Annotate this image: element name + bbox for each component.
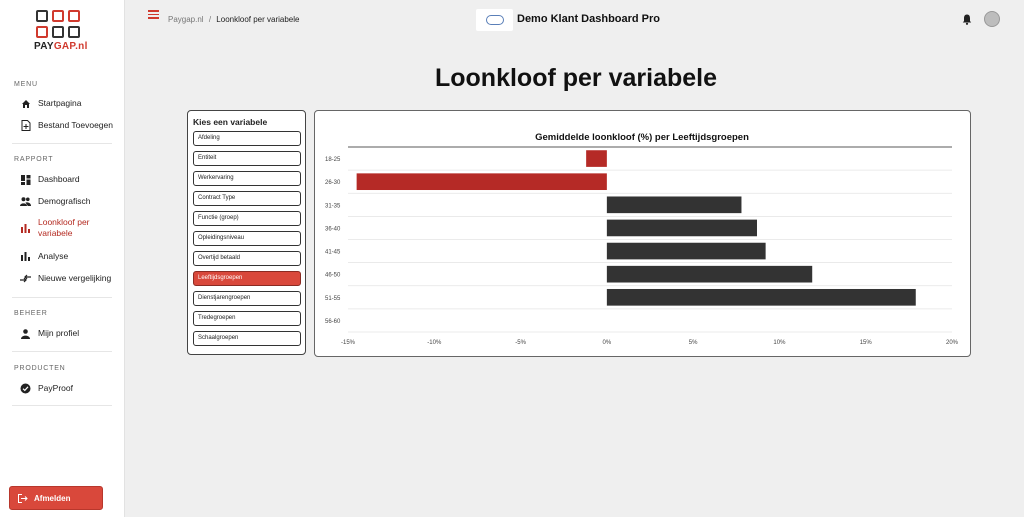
breadcrumb-current: Loonkloof per variabele (216, 15, 300, 24)
sidebar-item-analyse[interactable]: Analyse (20, 251, 120, 262)
logout-button[interactable]: Afmelden (9, 486, 103, 510)
sidebar-item-label: Analyse (38, 251, 69, 261)
file-add-icon (20, 120, 31, 131)
sidebar-item-bestand[interactable]: Bestand Toevoegen (20, 120, 120, 131)
dashboard-icon (20, 174, 31, 185)
sidebar-item-startpagina[interactable]: Startpagina (20, 98, 120, 109)
bar-51-55 (606, 288, 916, 306)
bar-41-45 (606, 242, 766, 260)
compare-arrows-icon (20, 273, 31, 284)
bar-chart-icon (20, 251, 31, 262)
home-icon (20, 98, 31, 109)
x-tick-label: 10% (773, 340, 786, 346)
divider (12, 405, 112, 406)
bar-18-25 (586, 150, 607, 167)
x-tick-label: -5% (515, 340, 526, 346)
variable-option[interactable]: Contract Type (193, 191, 301, 206)
sidebar-item-label: Demografisch (38, 196, 91, 206)
breadcrumb-root[interactable]: Paygap.nl (168, 15, 204, 24)
variable-option[interactable]: Entiteit (193, 151, 301, 166)
variable-option[interactable]: Opleidingsniveau (193, 231, 301, 246)
variable-option[interactable]: Werkervaring (193, 171, 301, 186)
variable-option[interactable]: Tredegroepen (193, 311, 301, 326)
page-title: Loonkloof per variabele (434, 64, 717, 92)
y-tick-label: 41-45 (325, 250, 341, 256)
sidebar-item-label: Nieuwe vergelijking (38, 273, 112, 283)
y-tick-label: 46-50 (325, 273, 341, 279)
sidebar-item-demografisch[interactable]: Demografisch (20, 196, 120, 207)
verified-badge-icon (20, 383, 31, 394)
sidebar-item-vergelijking[interactable]: Nieuwe vergelijking (20, 273, 120, 284)
menu-toggle-icon[interactable] (148, 10, 159, 19)
variable-option[interactable]: Leeftijdsgroepen (193, 271, 301, 286)
section-menu: MENU (14, 81, 38, 88)
logo-text: PAYGAP.nl (34, 41, 88, 52)
sidebar-item-loonkloof[interactable]: Loonkloof per variabele (20, 217, 120, 239)
chart-title: Gemiddelde loonkloof (%) per Leeftijdsgr… (535, 132, 749, 143)
sidebar-item-label: Dashboard (38, 174, 80, 184)
x-tick-label: 20% (946, 340, 959, 346)
paygap-logo[interactable]: PAYGAP.nl (34, 10, 94, 52)
client-logo (476, 9, 513, 31)
logout-icon (18, 493, 28, 503)
y-tick-label: 18-25 (325, 157, 341, 163)
sidebar-item-label: Bestand Toevoegen (38, 120, 113, 130)
sidebar-item-label: Startpagina (38, 98, 82, 108)
sidebar-item-dashboard[interactable]: Dashboard (20, 174, 120, 185)
chart-card: Gemiddelde loonkloof (%) per Leeftijdsgr… (314, 110, 971, 357)
y-tick-label: 51-55 (325, 296, 341, 302)
bar-46-50 (606, 265, 813, 283)
divider (12, 297, 112, 298)
variable-option[interactable]: Functie (groep) (193, 211, 301, 226)
variable-option[interactable]: Schaalgroepen (193, 331, 301, 346)
sidebar-item-profiel[interactable]: Mijn profiel (20, 328, 120, 339)
app-title: Demo Klant Dashboard Pro (517, 13, 661, 25)
x-tick-label: 15% (860, 340, 873, 346)
y-tick-label: 36-40 (325, 226, 341, 232)
bell-icon[interactable] (962, 12, 972, 25)
x-tick-label: 5% (689, 340, 698, 346)
y-tick-label: 26-30 (325, 180, 341, 186)
person-icon (20, 328, 31, 339)
divider (12, 351, 112, 352)
people-icon (20, 196, 31, 207)
variable-option[interactable]: Afdeling (193, 131, 301, 146)
bar-31-35 (606, 196, 742, 214)
loonkloof-chart: Gemiddelde loonkloof (%) per Leeftijdsgr… (325, 132, 959, 346)
y-tick-label: 56-60 (325, 319, 341, 325)
divider (12, 143, 112, 144)
selector-title: Kies een variabele (193, 117, 268, 127)
bar-chart-icon (20, 223, 31, 234)
section-rapport: RAPPORT (14, 156, 54, 163)
x-tick-label: -15% (341, 340, 356, 346)
y-tick-label: 31-35 (325, 203, 341, 209)
bar-26-30 (356, 173, 607, 191)
section-producten: PRODUCTEN (14, 365, 66, 372)
logout-label: Afmelden (34, 493, 71, 503)
breadcrumb: Paygap.nl / Loonkloof per variabele (168, 15, 299, 24)
bar-36-40 (606, 219, 757, 237)
avatar[interactable] (984, 11, 1000, 27)
logo-mark (36, 10, 94, 38)
sidebar-item-payproof[interactable]: PayProof (20, 383, 120, 394)
variable-selector: Kies een variabele Afdeling Entiteit Werke… (187, 110, 306, 355)
x-tick-label: 0% (603, 340, 612, 346)
section-beheer: BEHEER (14, 310, 48, 317)
breadcrumb-separator: / (208, 15, 212, 24)
x-tick-label: -10% (427, 340, 442, 346)
sidebar-item-label: PayProof (38, 383, 73, 393)
sidebar-item-label: Loonkloof per variabele (38, 217, 90, 238)
variable-option[interactable]: Dienstjarengroepen (193, 291, 301, 306)
variable-option[interactable]: Overtijd betaald (193, 251, 301, 266)
sidebar: PAYGAP.nl MENU Startpagina Bestand Toevo… (0, 0, 125, 517)
sidebar-item-label: Mijn profiel (38, 328, 80, 338)
